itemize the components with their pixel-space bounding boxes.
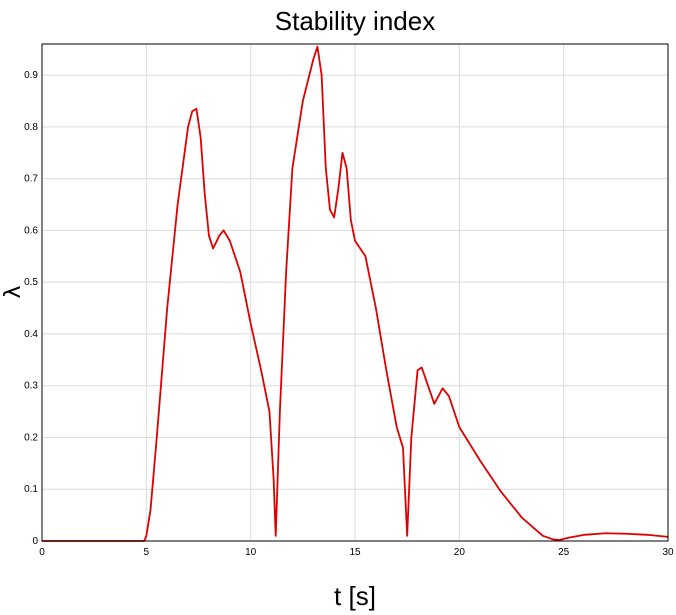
y-tick-label: 0.9 bbox=[24, 70, 38, 81]
axes-frame bbox=[41, 43, 669, 542]
y-axis-label: λ bbox=[1, 285, 26, 298]
ticks: 0 5 10 15 20 25 30 0 0.1 0.2 0.3 0.4 0.5 0.6 0.7 0.8 0.9 bbox=[24, 70, 674, 558]
x-tick-label: 10 bbox=[245, 547, 257, 558]
x-tick-label: 5 bbox=[144, 547, 150, 558]
y-tick-label: 0.7 bbox=[24, 174, 38, 185]
y-tick-label: 0.4 bbox=[24, 329, 38, 340]
y-tick-label: 0.8 bbox=[24, 122, 38, 133]
x-tick-label: 20 bbox=[454, 547, 466, 558]
x-tick-label: 15 bbox=[349, 547, 361, 558]
y-tick-label: 0.3 bbox=[24, 381, 38, 392]
y-tick-label: 0.1 bbox=[24, 484, 38, 495]
x-tick-label: 25 bbox=[558, 547, 570, 558]
y-tick-label: 0.5 bbox=[24, 277, 38, 288]
y-tick-label: 0.2 bbox=[24, 432, 38, 443]
chart-title: Stability index bbox=[275, 6, 435, 36]
x-tick-label: 30 bbox=[662, 547, 674, 558]
x-axis-label: t [s] bbox=[334, 581, 376, 611]
x-tick-label: 0 bbox=[39, 547, 45, 558]
y-tick-label: 0.6 bbox=[24, 225, 38, 236]
grid bbox=[42, 44, 668, 541]
y-tick-label: 0 bbox=[32, 536, 38, 547]
series-line bbox=[42, 45, 669, 542]
